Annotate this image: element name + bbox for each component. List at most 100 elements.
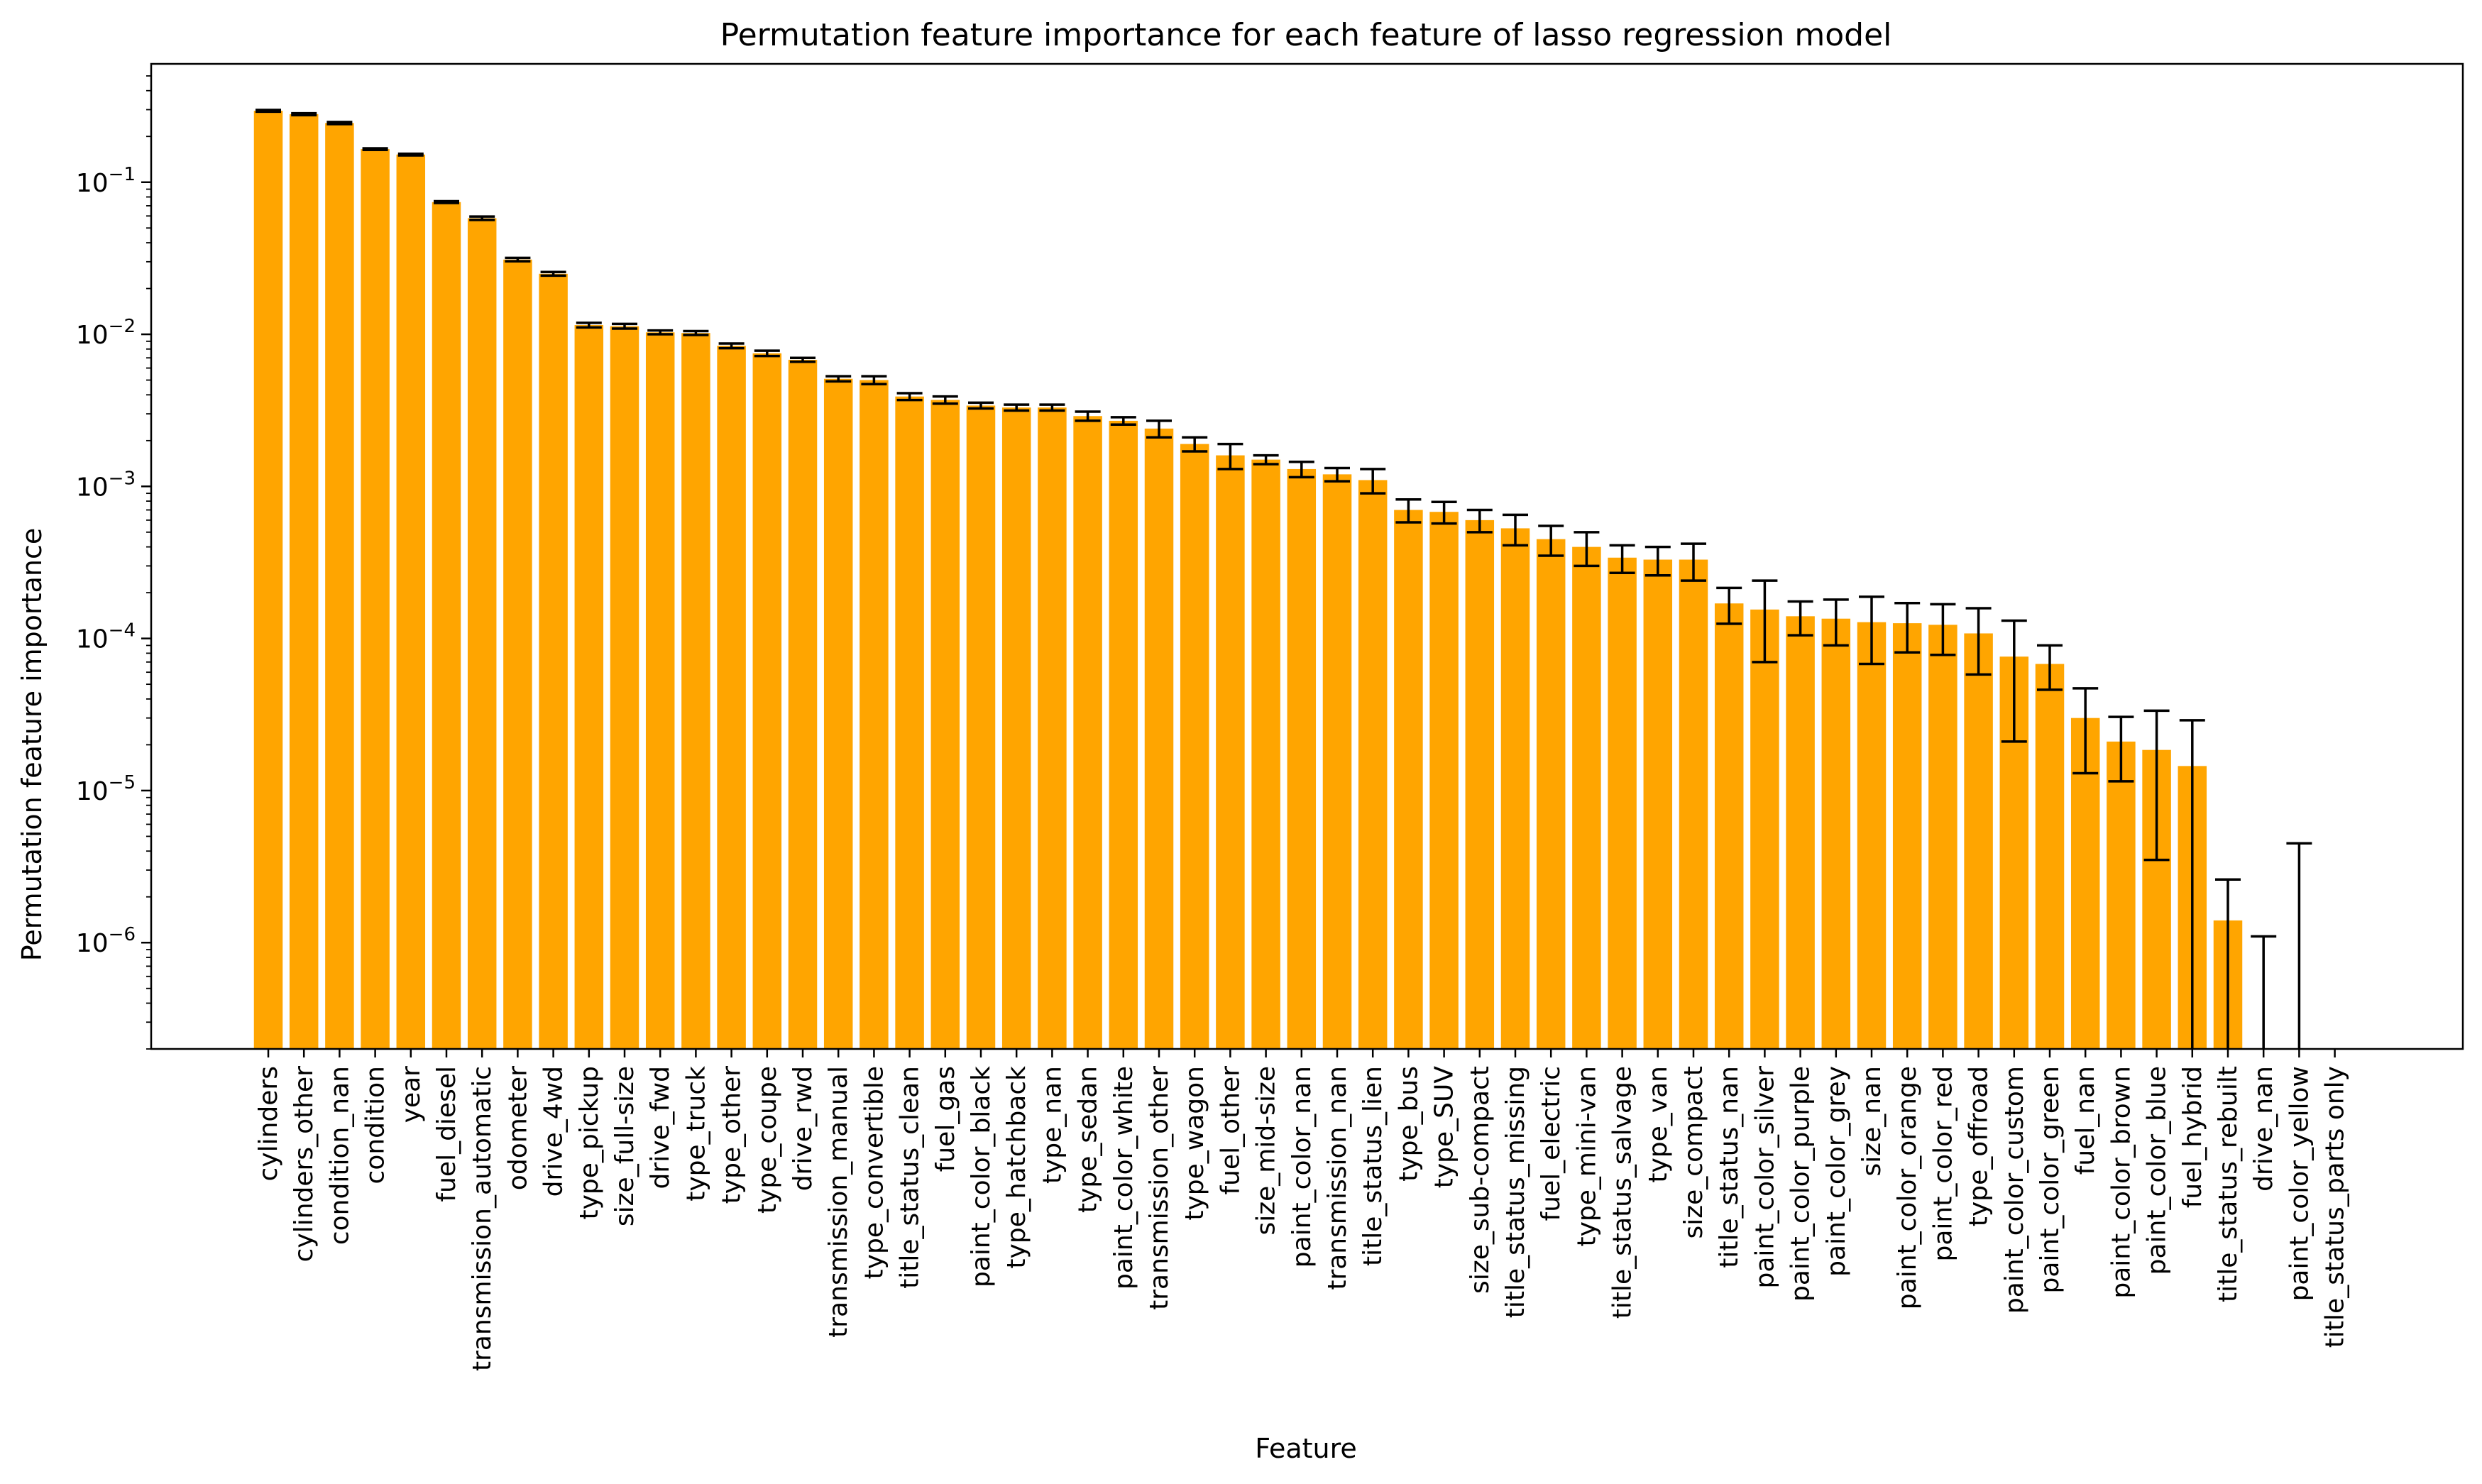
bar-size_sub-compact xyxy=(1465,520,1495,1049)
y-tick-label: 10−4 xyxy=(76,620,136,654)
error-bar-title_status_nan xyxy=(1716,586,1742,625)
bar-cylinders xyxy=(253,111,283,1049)
error-bar-transmission_nan xyxy=(1324,466,1350,483)
bar-type_pickup xyxy=(574,325,604,1049)
error-bar-year xyxy=(397,152,424,157)
x-tick-label: fuel_diesel xyxy=(432,1066,461,1202)
bar-paint_color_red xyxy=(1928,625,1957,1049)
bars-layer xyxy=(253,111,2243,1050)
x-tick-label: transmission_other xyxy=(1145,1066,1174,1310)
x-tick-label: type_van xyxy=(1644,1066,1673,1183)
error-bar-fuel_electric xyxy=(1538,524,1564,557)
x-tick-label: type_nan xyxy=(1038,1066,1067,1184)
x-tick-label: odometer xyxy=(503,1066,532,1190)
error-bar-cylinders xyxy=(256,109,281,114)
bar-paint_color_orange xyxy=(1892,623,1922,1049)
x-tick-label: paint_color_blue xyxy=(2143,1066,2172,1275)
x-tick-label: year xyxy=(397,1066,426,1123)
error-bar-paint_color_red xyxy=(1930,603,1956,656)
y-tick-label: 10−1 xyxy=(76,164,136,198)
bar-condition xyxy=(361,149,390,1049)
error-bar-type_van xyxy=(1644,545,1671,577)
bar-fuel_diesel xyxy=(432,202,461,1049)
bar-paint_color_green xyxy=(2035,664,2065,1049)
x-tick-label: paint_color_custom xyxy=(2000,1066,2029,1314)
error-bar-type_wagon xyxy=(1182,436,1208,453)
bar-type_van xyxy=(1643,559,1673,1049)
error-bar-fuel_nan xyxy=(2072,687,2099,775)
x-tick-label: paint_color_black xyxy=(967,1066,996,1287)
error-bar-type_hatchback xyxy=(1004,403,1030,412)
error-bar-fuel_other xyxy=(1217,442,1243,471)
bar-transmission_nan xyxy=(1322,474,1352,1049)
error-bar-fuel_gas xyxy=(932,395,958,405)
x-tick-label: type_SUV xyxy=(1430,1066,1459,1189)
bar-drive_rwd xyxy=(788,359,818,1049)
error-bar-drive_4wd xyxy=(540,270,566,277)
error-bar-fuel_diesel xyxy=(434,199,459,204)
bar-type_SUV xyxy=(1429,512,1459,1049)
x-tick-label: title_status_lien xyxy=(1358,1066,1388,1266)
x-tick-label: title_status_missing xyxy=(1501,1066,1530,1318)
x-tick-label: type_pickup xyxy=(575,1066,604,1219)
bar-paint_color_grey xyxy=(1821,618,1851,1049)
x-tick-label: fuel_hybrid xyxy=(2178,1066,2207,1208)
x-tick-label: paint_color_silver xyxy=(1750,1066,1779,1289)
error-bar-paint_color_custom xyxy=(2001,619,2027,743)
bar-title_status_clean xyxy=(895,396,924,1049)
x-tick-label: paint_color_green xyxy=(2036,1066,2065,1293)
x-tick-label: title_status_salvage xyxy=(1608,1066,1637,1319)
x-axis-ticks: cylinders cylinders_other condition_nan con… xyxy=(254,1049,2350,1371)
y-axis-ticks: 10−6 10−5 10−4 10−3 10−2 10−1 xyxy=(76,75,151,1050)
bar-type_sedan xyxy=(1073,416,1102,1049)
error-bar-size_compact xyxy=(1681,542,1706,582)
bar-paint_color_black xyxy=(966,405,996,1049)
bar-size_compact xyxy=(1679,559,1708,1049)
error-bar-title_status_salvage xyxy=(1609,544,1635,574)
bar-drive_fwd xyxy=(645,332,675,1050)
x-tick-label: size_full-size xyxy=(610,1066,639,1226)
y-tick-label: 10−3 xyxy=(76,468,136,502)
x-tick-label: cylinders_other xyxy=(290,1066,319,1263)
bar-cylinders_other xyxy=(289,114,319,1049)
x-tick-label: transmission_automatic xyxy=(468,1066,497,1371)
error-bar-type_convertible xyxy=(861,375,887,386)
x-tick-label: drive_fwd xyxy=(646,1066,675,1189)
error-bar-paint_color_brown xyxy=(2108,715,2134,783)
x-tick-label: fuel_nan xyxy=(2071,1066,2100,1175)
bar-paint_color_purple xyxy=(1786,616,1815,1049)
error-bar-condition_nan xyxy=(326,121,353,126)
bar-year xyxy=(396,154,426,1049)
plot-frame xyxy=(150,62,2464,1050)
error-bar-drive_nan xyxy=(2251,935,2277,1049)
error-bar-type_truck xyxy=(683,329,709,336)
x-tick-label: drive_4wd xyxy=(539,1066,569,1197)
error-bar-paint_color_nan xyxy=(1288,461,1314,479)
x-tick-label: condition_nan xyxy=(325,1066,354,1245)
error-bar-paint_color_grey xyxy=(1823,598,1849,647)
x-tick-label: type_other xyxy=(718,1066,747,1204)
x-tick-label: condition xyxy=(361,1066,390,1184)
error-bar-type_offroad xyxy=(1965,607,1992,676)
x-tick-label: transmission_manual xyxy=(824,1066,853,1338)
error-bar-paint_color_green xyxy=(2037,644,2063,691)
x-tick-label: paint_color_nan xyxy=(1287,1066,1317,1268)
x-tick-label: size_sub-compact xyxy=(1466,1066,1495,1294)
error-bar-type_SUV xyxy=(1431,500,1457,525)
bar-fuel_other xyxy=(1216,455,1245,1049)
error-bar-title_status_missing xyxy=(1503,513,1528,547)
bar-title_status_lien xyxy=(1358,480,1388,1049)
bar-size_nan xyxy=(1857,622,1887,1049)
error-bar-title_status_rebuilt xyxy=(2215,878,2241,1049)
error-bar-title_status_lien xyxy=(1360,468,1386,495)
x-tick-label: cylinders xyxy=(254,1066,283,1181)
x-tick-label: type_sedan xyxy=(1074,1066,1103,1213)
bar-title_status_salvage xyxy=(1608,557,1637,1049)
bar-size_mid-size xyxy=(1251,459,1280,1049)
x-tick-label: type_mini-van xyxy=(1572,1066,1601,1247)
bar-fuel_gas xyxy=(930,400,960,1049)
x-tick-label: title_status_rebuilt xyxy=(2214,1066,2243,1302)
bar-type_other xyxy=(717,346,746,1050)
bar-type_convertible xyxy=(860,380,889,1049)
